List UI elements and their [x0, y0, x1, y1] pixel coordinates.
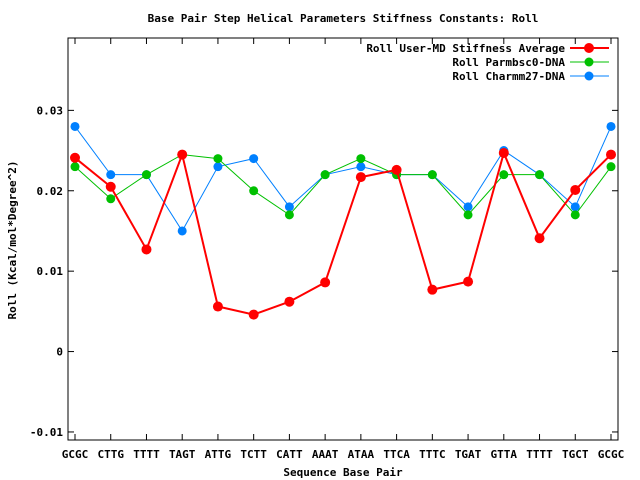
data-point	[355, 172, 366, 183]
y-tick-label: -0.01	[30, 426, 63, 439]
x-tick-label: ATTG	[205, 448, 232, 461]
data-point	[106, 194, 116, 204]
data-point	[535, 170, 545, 180]
data-point	[463, 276, 474, 287]
series-1	[70, 147, 616, 320]
series-line	[74, 149, 612, 316]
data-point	[141, 170, 151, 180]
x-tick-label: TTCA	[383, 448, 410, 461]
x-ticks: GCGC CTTG TTTT TAGT ATTG TCTT CATT AAAT ATAA TTCA…	[62, 38, 625, 461]
data-point	[213, 154, 223, 164]
data-point	[70, 152, 80, 163]
legend-marker	[584, 71, 594, 81]
data-point	[177, 149, 188, 160]
x-tick-label: GTTA	[491, 448, 518, 461]
x-tick-label: CTTG	[97, 448, 124, 461]
x-tick-label: TTTT	[133, 448, 160, 461]
data-point	[249, 154, 259, 164]
data-point	[249, 186, 259, 196]
data-point	[570, 210, 580, 220]
x-tick-label: TCTT	[240, 448, 267, 461]
data-point	[606, 121, 616, 131]
y-tick-label: 0.01	[37, 265, 64, 278]
legend-label: Roll Parmbsc0-DNA	[452, 56, 565, 69]
data-point	[248, 309, 259, 320]
plot-frame	[67, 37, 619, 441]
y-ticks: -0.01 0 0.01 0.02 0.03	[30, 104, 618, 439]
x-tick-label: TAGT	[169, 448, 196, 461]
x-tick-label: TTTC	[419, 448, 446, 461]
data-point	[463, 210, 473, 220]
x-tick-label: GCGC	[598, 448, 625, 461]
data-point	[498, 147, 509, 158]
data-point	[284, 210, 294, 220]
data-point	[534, 233, 545, 244]
x-tick-label: TGAT	[455, 448, 482, 461]
data-point	[499, 170, 509, 180]
data-point	[356, 162, 366, 172]
x-tick-label: ATAA	[348, 448, 375, 461]
data-point	[606, 162, 616, 172]
x-tick-label: TTTT	[526, 448, 553, 461]
data-point	[177, 226, 187, 236]
x-tick-label: TGCT	[562, 448, 589, 461]
legend-label: Roll User-MD Stiffness Average	[366, 42, 565, 55]
y-tick-label: 0.02	[37, 185, 64, 198]
legend-marker	[584, 57, 594, 67]
x-tick-label: CATT	[276, 448, 303, 461]
data-point	[391, 164, 402, 175]
y-tick-label: 0.03	[37, 104, 64, 117]
data-point	[320, 277, 331, 288]
data-point	[427, 284, 438, 295]
data-point	[213, 162, 223, 172]
y-tick-label: 0	[56, 346, 63, 359]
series-layer	[70, 121, 616, 320]
series-line	[74, 154, 612, 216]
data-point	[570, 184, 581, 195]
data-point	[606, 149, 616, 160]
chart-title: Base Pair Step Helical Parameters Stiffn…	[148, 12, 539, 25]
data-point	[284, 202, 294, 212]
data-point	[70, 162, 80, 172]
x-tick-label: AAAT	[312, 448, 339, 461]
data-point	[356, 154, 366, 164]
series-3	[70, 121, 616, 236]
legend-label: Roll Charmm27-DNA	[452, 70, 565, 83]
data-point	[427, 170, 437, 180]
data-point	[570, 202, 580, 212]
x-axis-label: Sequence Base Pair	[283, 466, 403, 479]
data-point	[105, 181, 116, 192]
data-point	[463, 202, 473, 212]
y-axis-label: Roll (Kcal/mol*Degree^2)	[6, 161, 19, 320]
x-tick-label: GCGC	[62, 448, 89, 461]
legend-marker	[584, 43, 594, 53]
series-2	[70, 150, 616, 220]
data-point	[212, 301, 223, 312]
data-point	[106, 170, 116, 180]
data-point	[320, 170, 330, 180]
data-point	[70, 121, 80, 131]
data-point	[284, 296, 295, 307]
data-point	[141, 244, 152, 255]
